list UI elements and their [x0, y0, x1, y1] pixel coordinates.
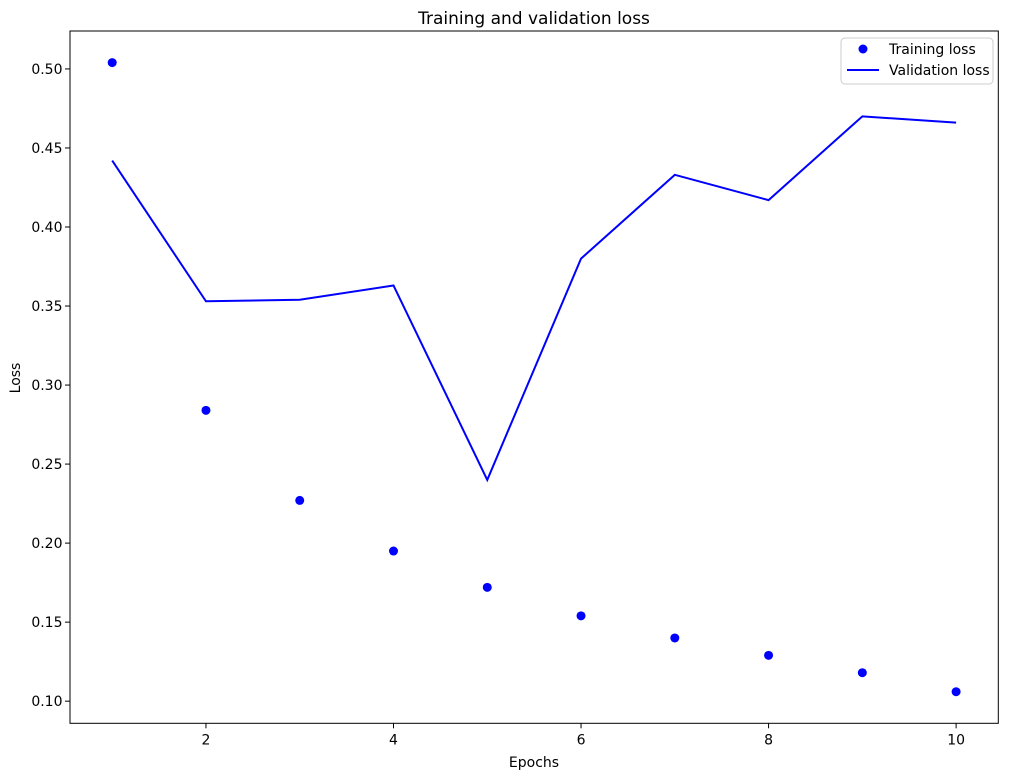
y-tick-label: 0.25: [31, 457, 62, 473]
training-loss-point: [201, 405, 211, 415]
y-tick-label: 0.15: [31, 615, 62, 631]
y-tick-label: 0.35: [31, 299, 62, 315]
y-axis-label: Loss: [8, 363, 24, 394]
x-axis-label: Epochs: [509, 755, 559, 771]
x-tick-label: 4: [389, 732, 398, 748]
training-loss-point: [951, 687, 961, 697]
legend-box: [840, 37, 994, 85]
y-tick-label: 0.30: [31, 378, 62, 394]
legend-marker-training-dot-icon: [858, 44, 868, 54]
legend: Training loss Validation loss: [840, 37, 994, 85]
y-tick-label: 0.40: [31, 220, 62, 236]
chart-title: Training and validation loss: [417, 9, 650, 29]
x-tick-label: 2: [202, 732, 211, 748]
training-loss-point: [107, 58, 117, 68]
x-tick-label: 6: [577, 732, 586, 748]
y-tick-label: 0.10: [31, 694, 62, 710]
x-tick-label: 8: [764, 732, 773, 748]
axes-frame: [69, 30, 999, 724]
training-loss-point: [388, 546, 398, 556]
x-tick-label: 10: [947, 732, 965, 748]
training-loss-point: [764, 650, 774, 660]
y-tick-label: 0.50: [31, 62, 62, 78]
validation-loss-line: [111, 115, 957, 483]
training-loss-point: [857, 668, 867, 678]
training-loss-point: [295, 495, 305, 505]
y-tick-label: 0.45: [31, 141, 62, 157]
training-loss-point: [576, 611, 586, 621]
y-tick-label: 0.20: [31, 536, 62, 552]
plot-area: 0.10 0.15 0.20 0.25 0.30 0.35 0.40 0.45 0.50 2 4 6 8…: [31, 30, 999, 748]
legend-label-training: Training loss: [888, 42, 976, 58]
training-loss-point: [670, 633, 680, 643]
training-loss-point: [482, 582, 492, 592]
legend-label-validation: Validation loss: [889, 63, 990, 79]
